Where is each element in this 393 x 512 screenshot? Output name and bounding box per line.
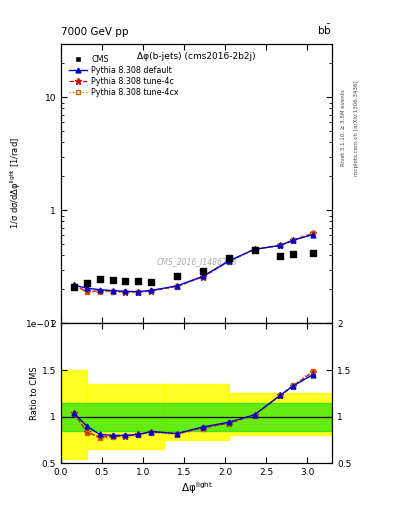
Point	[135, 278, 141, 286]
Y-axis label: 1/σ dσ/dΔφ$^{\rm light}$ [1/rad]: 1/σ dσ/dΔφ$^{\rm light}$ [1/rad]	[9, 138, 23, 229]
Point	[174, 272, 180, 281]
Text: b$\bar{\rm b}$: b$\bar{\rm b}$	[318, 23, 332, 37]
Point	[96, 275, 103, 283]
Point	[109, 276, 116, 284]
Text: CMS_2016_I1486238: CMS_2016_I1486238	[156, 258, 237, 266]
Point	[277, 251, 283, 260]
Point	[252, 246, 258, 254]
Point	[226, 254, 232, 262]
Point	[309, 249, 316, 257]
Legend: CMS, Pythia 8.308 default, Pythia 8.308 tune-4c, Pythia 8.308 tune-4cx: CMS, Pythia 8.308 default, Pythia 8.308 …	[68, 53, 180, 98]
Y-axis label: Ratio to CMS: Ratio to CMS	[30, 367, 39, 420]
Text: Rivet 3.1.10, ≥ 3.5M events: Rivet 3.1.10, ≥ 3.5M events	[341, 90, 346, 166]
Point	[148, 278, 154, 286]
Text: Δφ(b-jets) (cms2016-2b2j): Δφ(b-jets) (cms2016-2b2j)	[137, 52, 256, 61]
Text: 7000 GeV pp: 7000 GeV pp	[61, 27, 129, 37]
Point	[71, 283, 77, 291]
Point	[290, 250, 296, 258]
X-axis label: Δφ$^{\rm light}$: Δφ$^{\rm light}$	[180, 480, 213, 496]
Point	[200, 267, 206, 275]
Point	[84, 279, 90, 287]
Point	[122, 276, 129, 285]
Text: mcplots.cern.ch [arXiv:1306.3436]: mcplots.cern.ch [arXiv:1306.3436]	[354, 80, 359, 176]
